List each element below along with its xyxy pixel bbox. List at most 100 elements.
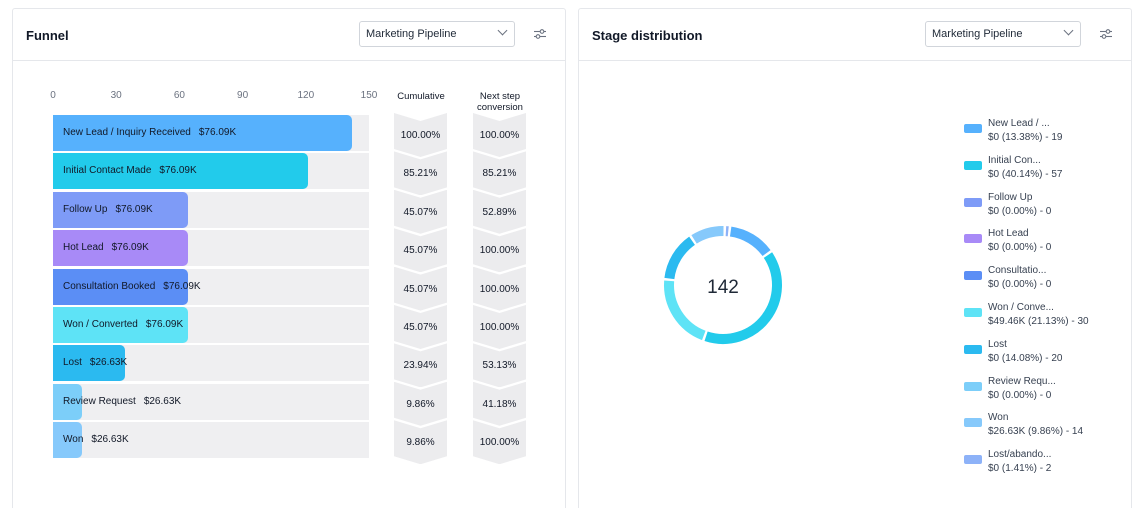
cumulative-value: 45.07%	[403, 322, 438, 333]
funnel-bar-label: Won $26.63K	[63, 422, 129, 458]
next-step-value: 85.21%	[482, 168, 517, 180]
funnel-bar[interactable]	[53, 422, 83, 459]
cumulative-value: 9.86%	[406, 437, 435, 449]
funnel-bar-label: Initial Contact Made $76.09K	[63, 153, 197, 189]
legend-name: New Lead / ...	[988, 118, 1050, 129]
legend-swatch	[964, 160, 982, 170]
donut-segment[interactable]	[704, 252, 782, 344]
distribution-pipeline-select[interactable]: Marketing Pipeline	[925, 21, 1081, 47]
donut-segment[interactable]	[729, 226, 771, 257]
stage-value: $76.09K	[163, 280, 201, 292]
funnel-bar[interactable]	[53, 345, 125, 382]
stage-name: Review Request	[63, 395, 136, 407]
funnel-bar-label: Hot Lead $76.09K	[63, 230, 149, 266]
donut-segment[interactable]	[664, 280, 706, 341]
stage-name: Follow Up	[63, 203, 108, 215]
funnel-bar-label: New Lead / Inquiry Received $76.09K	[63, 115, 236, 151]
stage-donut-chart[interactable]	[659, 221, 787, 349]
legend-name: Lost/abando...	[988, 449, 1052, 461]
axis-tick: 90	[237, 90, 249, 101]
axis-tick: 60	[173, 90, 185, 101]
legend-name: Consultatio...	[988, 265, 1047, 277]
legend-stat: $0 (14.08%) - 20	[988, 352, 1063, 364]
legend-name: Follow Up	[988, 191, 1033, 203]
next-step-column-header: Next step conversion	[477, 91, 523, 113]
legend-swatch	[964, 234, 982, 244]
funnel-bar-label: Won / Converted $76.09K	[63, 307, 183, 343]
funnel-card: Funnel Marketing Pipeline 0 30 60 90 120 150 …	[12, 8, 566, 508]
legend-stat: $0 (0.00%) - 0	[988, 279, 1052, 291]
legend-swatch	[964, 344, 982, 354]
stage-name: Hot Lead	[63, 242, 104, 254]
legend-name: Won	[988, 412, 1009, 424]
legend-name: Initial Con...	[988, 154, 1041, 166]
funnel-bar-label: Follow Up $76.09K	[63, 192, 153, 228]
funnel-bar[interactable]	[53, 191, 188, 228]
stage-name: Lost	[63, 357, 82, 369]
filter-settings-icon[interactable]	[533, 27, 547, 41]
legend-name: Won / Conve...	[988, 302, 1054, 313]
stage-name: Initial Contact Made	[63, 165, 152, 177]
legend-name: Hot Lead	[988, 228, 1029, 240]
legend-name: Review Requ...	[988, 375, 1056, 387]
legend-swatch	[964, 418, 982, 428]
cumulative-value: 45.07%	[403, 206, 438, 218]
legend-stat: $0 (40.14%) - 57	[988, 168, 1063, 180]
funnel-title: Funnel	[26, 28, 69, 43]
next-step-value: 100.00%	[479, 322, 520, 333]
stage-value: $26.63K	[143, 395, 182, 407]
cumulative-value: 45.07%	[403, 245, 438, 257]
stage-value: $76.09K	[145, 319, 184, 330]
donut-total: 142	[707, 277, 739, 298]
funnel-bar[interactable]	[53, 383, 83, 420]
distribution-title: Stage distribution	[592, 28, 703, 43]
funnel-bar[interactable]	[53, 115, 353, 151]
next-step-value: 100.00%	[479, 130, 520, 141]
legend-stat: $49.46K (21.13%) - 30	[988, 316, 1089, 327]
cumulative-value: 23.94%	[403, 360, 438, 372]
cumulative-value: 100.00%	[400, 130, 441, 141]
legend-stat: $0 (0.00%) - 0	[988, 205, 1052, 217]
funnel-bar[interactable]	[53, 307, 188, 343]
filter-settings-icon[interactable]	[1099, 27, 1113, 41]
cumulative-value: 9.86%	[406, 398, 435, 410]
legend-stat: $0 (0.00%) - 0	[988, 389, 1052, 401]
funnel-bar[interactable]	[53, 230, 188, 267]
stage-value: $76.09K	[159, 165, 197, 177]
funnel-pipeline-select[interactable]: Marketing Pipeline	[359, 21, 515, 47]
next-step-value: 100.00%	[479, 283, 520, 295]
donut-segment[interactable]	[664, 236, 696, 280]
legend-swatch	[964, 124, 982, 133]
stage-name: Won / Converted	[63, 319, 138, 330]
next-step-value: 41.18%	[482, 398, 517, 410]
legend-stat: $26.63K (9.86%) - 14	[988, 426, 1084, 438]
distribution-pipeline-select-value: Marketing Pipeline	[932, 28, 1023, 40]
axis-tick: 120	[297, 90, 315, 101]
legend-name: Lost	[988, 338, 1007, 350]
donut-segment[interactable]	[691, 226, 724, 244]
funnel-bar-label: Review Request $26.63K	[63, 384, 181, 420]
stage-name: Won	[63, 434, 84, 446]
funnel-pipeline-select-value: Marketing Pipeline	[366, 28, 457, 40]
stage-value: $26.63K	[89, 357, 128, 369]
bar-track	[53, 422, 369, 459]
stage-name: New Lead / Inquiry Received	[63, 127, 191, 138]
funnel-bar[interactable]	[53, 153, 308, 190]
next-step-value: 53.13%	[482, 360, 517, 372]
stage-distribution-card: Stage distribution Marketing Pipeline 14…	[578, 8, 1132, 508]
legend-stat: $0 (1.41%) - 2	[988, 463, 1052, 475]
funnel-bar-label: Lost $26.63K	[63, 345, 127, 381]
axis-tick: 150	[360, 90, 378, 101]
stage-value: $76.09K	[111, 242, 149, 254]
legend-swatch	[964, 271, 982, 281]
next-step-value: 52.89%	[482, 206, 517, 218]
legend-swatch	[964, 197, 982, 207]
stage-value: $76.09K	[198, 127, 237, 138]
legend-swatch	[964, 381, 982, 391]
distribution-header: Stage distribution Marketing Pipeline	[579, 9, 1131, 61]
next-step-value: 100.00%	[479, 245, 520, 257]
funnel-bar[interactable]	[53, 268, 188, 305]
next-step-value: 100.00%	[479, 437, 520, 449]
cumulative-column-header: Cumulative	[397, 91, 445, 102]
legend-swatch	[964, 308, 982, 317]
